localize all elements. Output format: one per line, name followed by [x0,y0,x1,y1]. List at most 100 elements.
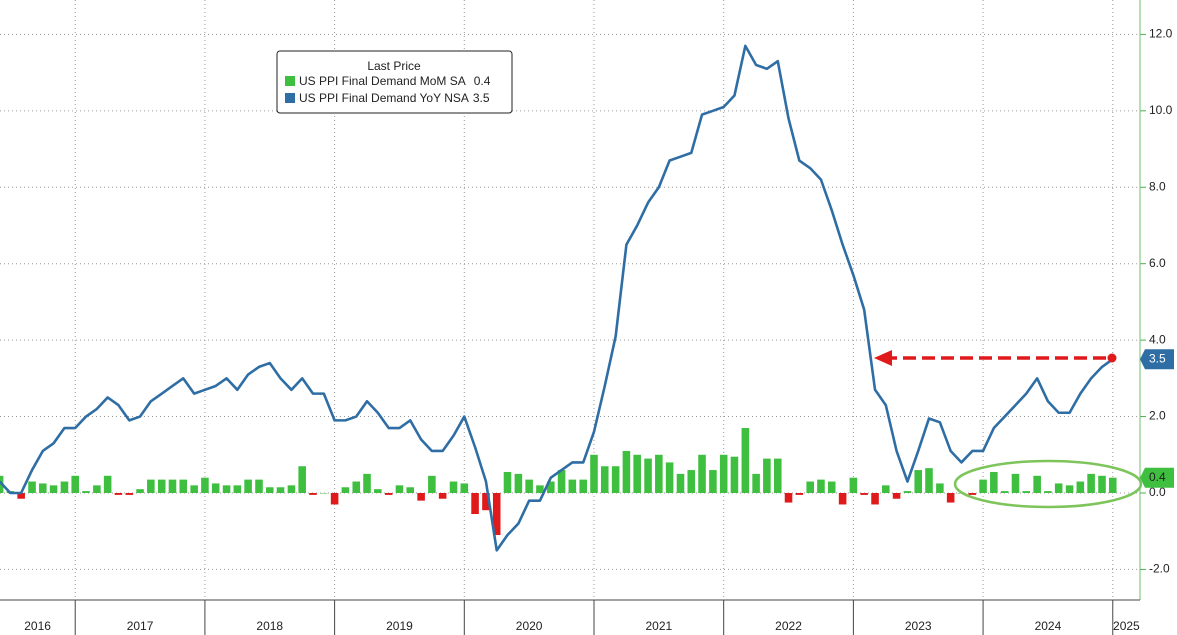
legend-label: US PPI Final Demand MoM SA [299,74,466,88]
bar [428,475,436,493]
bar [211,483,220,493]
bar [114,492,123,495]
y-tick-label: 12.0 [1149,27,1173,41]
bar [622,450,631,493]
bar [438,492,447,499]
bar [363,473,371,493]
bar [1022,491,1031,493]
legend-box [276,50,513,114]
x-tick-label: 2022 [775,619,802,633]
bar [687,470,696,493]
bar [568,479,577,493]
bar [536,485,544,493]
bar [968,492,977,495]
bar [579,479,588,493]
bar [417,492,425,501]
bar [514,473,523,493]
bar [71,475,80,493]
bar [1076,481,1085,493]
bar [449,481,458,493]
bar [201,477,209,493]
y-tick-label: 4.0 [1149,332,1166,346]
bar [525,479,533,493]
last-value-tag [1140,349,1174,370]
bar [265,487,274,493]
last-value-label: 0.4 [1149,470,1166,484]
bar [136,489,144,493]
bar [482,492,490,511]
bar [93,485,101,493]
bar [287,485,296,493]
bar [741,428,750,493]
highlight-ellipse [953,459,1143,509]
bar [255,479,263,493]
bar [633,454,641,493]
bar [1044,491,1052,493]
bar [763,458,771,493]
bar [752,473,760,493]
y-tick-label: 8.0 [1149,179,1166,193]
bar [730,456,739,493]
x-tick-label: 2020 [516,619,543,633]
bar [503,471,512,493]
bar [882,485,890,493]
lines [0,44,1114,552]
bar [17,492,25,499]
bar [709,470,717,493]
bar [644,458,652,493]
bar [773,458,782,493]
y-tick-label: 0.0 [1149,485,1166,499]
bar [903,491,912,493]
bar [655,454,663,493]
bar [676,473,685,493]
bar [103,475,112,493]
bar [871,492,879,505]
bar [892,492,901,499]
bar [806,481,814,493]
bar [49,485,58,493]
bar [1054,483,1063,493]
bar [1011,473,1020,493]
legend-swatch [285,76,295,86]
bar [557,470,566,493]
bar [936,483,944,493]
bar [39,483,47,493]
bar [795,492,804,495]
bar [244,479,252,493]
legend-entry: US PPI Final Demand MoM SA 0.4 [299,74,491,88]
legend-entry: US PPI Final Demand YoY NSA 3.5 [299,91,490,105]
x-tick-label: 2023 [905,619,932,633]
x-tick-label: 2019 [386,619,413,633]
bar [979,479,987,493]
bar [1108,477,1117,493]
bar [147,479,155,493]
bar [320,492,328,494]
arrow-head [874,350,892,366]
y-tick-label: -2.0 [1149,562,1170,576]
bar [590,454,598,493]
bar [460,483,469,493]
bar [28,481,36,493]
x-tick-label: 2025 [1113,619,1140,633]
bar [157,479,166,493]
x-tick-label: 2017 [127,619,154,633]
bar [352,481,361,493]
y-tick-label: 10.0 [1149,103,1173,117]
x-tick-label: 2016 [24,619,51,633]
legend-value: 3.5 [473,91,490,105]
bar [179,479,188,493]
bar [233,485,242,493]
bar [309,492,317,495]
bar [827,481,836,493]
y-tick-label: 2.0 [1149,409,1166,423]
bar [276,487,285,493]
legend: Last Price US PPI Final Demand MoM SA 0.4… [276,50,513,114]
bar [946,492,955,503]
bar [82,491,90,493]
bar [817,479,825,493]
bar [374,489,382,493]
bar [1000,491,1009,493]
bar [698,454,706,493]
